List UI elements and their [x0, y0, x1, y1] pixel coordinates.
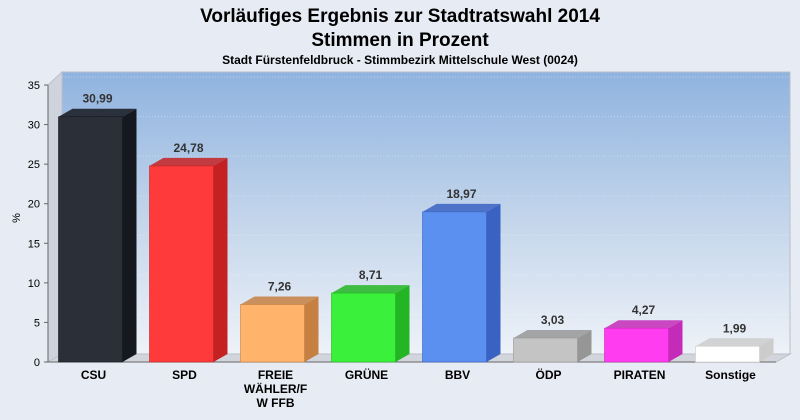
bar — [513, 330, 592, 363]
bar — [240, 296, 319, 363]
x-category-label: PIRATEN — [614, 368, 666, 382]
y-tick-label: 30 — [28, 120, 40, 132]
x-category-label: Sonstige — [705, 368, 756, 382]
chart-title-2: Stimmen in Prozent — [311, 30, 489, 51]
y-axis-label: % — [11, 213, 23, 223]
x-category-label: GRÜNE — [345, 367, 388, 382]
x-category-label-line: GRÜNE — [345, 367, 388, 382]
value-label: 8,71 — [359, 268, 383, 282]
value-label: 30,99 — [82, 92, 112, 106]
chart-title: Vorläufiges Ergebnis zur Stadtratswahl 2… — [200, 6, 600, 27]
bar — [604, 320, 683, 363]
value-label: 3,03 — [541, 313, 565, 327]
x-category-label-line: CSU — [81, 368, 106, 382]
value-label: 18,97 — [446, 187, 476, 201]
x-category-label-line: WÄHLER/F — [244, 381, 307, 396]
y-tick-label: 15 — [28, 238, 40, 250]
value-label: 7,26 — [268, 280, 292, 294]
x-category-label-line: ÖDP — [535, 367, 561, 382]
value-label: 4,27 — [632, 303, 656, 317]
value-label: 24,78 — [173, 141, 203, 155]
bar — [422, 203, 501, 363]
value-label: 1,99 — [723, 321, 747, 335]
y-tick-label: 10 — [28, 278, 40, 290]
x-category-label-line: PIRATEN — [614, 368, 666, 382]
y-tick-label: 35 — [28, 80, 40, 92]
bar — [331, 285, 410, 363]
x-category-label: ÖDP — [535, 367, 561, 382]
bar — [58, 108, 137, 363]
x-category-label-line: BBV — [445, 368, 470, 382]
x-category-label: CSU — [81, 368, 106, 382]
x-category-label: BBV — [445, 368, 470, 382]
y-tick-label: 20 — [28, 199, 40, 211]
y-tick-label: 5 — [34, 317, 40, 329]
x-category-label-line: FREIE — [258, 368, 293, 382]
chart-subtitle: Stadt Fürstenfeldbruck - Stimmbezirk Mit… — [222, 53, 578, 67]
x-category-label-line: SPD — [172, 368, 197, 382]
x-category-label: FREIE WÄHLER/F W FFB — [244, 368, 307, 410]
bar — [149, 157, 228, 363]
bar — [695, 338, 774, 363]
x-category-label-line: Sonstige — [705, 368, 756, 382]
x-category-label-line: W FFB — [257, 396, 295, 410]
y-tick-label: 25 — [28, 159, 40, 171]
x-category-label: SPD — [172, 368, 197, 382]
y-tick-label: 0 — [34, 357, 40, 369]
